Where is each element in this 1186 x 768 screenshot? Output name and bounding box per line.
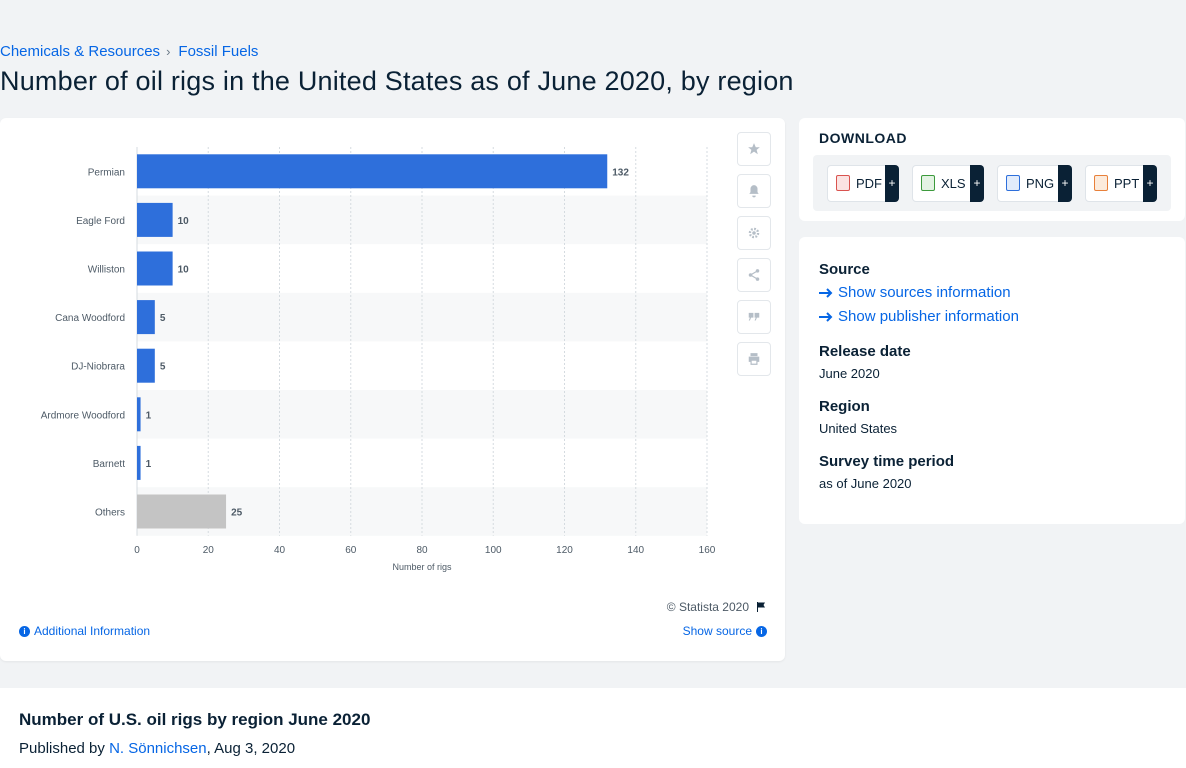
data-label: 5 (160, 362, 166, 373)
bar-chart: 0 20 40 60 80 100 120 140 160 Permian 132 Eagle For… (41, 147, 716, 572)
bell-icon[interactable] (737, 174, 771, 208)
download-title: DOWNLOAD (819, 130, 907, 146)
published-by-label: Published by (19, 740, 110, 757)
xls-file-icon (921, 175, 935, 191)
x-tick-label: 20 (203, 545, 215, 556)
plus-icon: + (970, 164, 984, 202)
category-label: Ardmore Woodford (41, 410, 125, 421)
published-by: Published by N. Sönnichsen, Aug 3, 2020 (19, 740, 295, 757)
statistic-summary: Number of U.S. oil rigs by region June 2… (0, 688, 1186, 768)
page-title: Number of oil rigs in the United States … (0, 66, 794, 96)
category-label: Others (95, 508, 125, 519)
data-label: 10 (178, 216, 190, 227)
copyright-notice: © Statista 2020 (667, 600, 767, 614)
download-png-button[interactable]: PNG + (997, 164, 1072, 202)
survey-period-value: as of June 2020 (819, 476, 912, 491)
pdf-file-icon (836, 175, 850, 191)
release-date-value: June 2020 (819, 366, 880, 381)
show-source-label: Show source (682, 624, 752, 638)
plus-icon: + (1058, 164, 1072, 202)
data-label: 25 (231, 508, 243, 519)
flag-icon[interactable] (755, 601, 767, 613)
x-tick-label: 120 (556, 545, 573, 556)
category-label: DJ-Niobrara (71, 362, 125, 373)
show-publisher-link[interactable]: Show publisher information (819, 308, 1019, 325)
category-label: Permian (88, 167, 125, 178)
breadcrumb: Chemicals & Resources › Fossil Fuels (0, 43, 258, 60)
info-icon: i (19, 625, 30, 637)
data-label: 1 (146, 410, 152, 421)
release-date-heading: Release date (819, 343, 911, 360)
x-tick-label: 140 (627, 545, 644, 556)
region-value: United States (819, 421, 898, 436)
data-label: 10 (178, 265, 190, 276)
additional-information-label: Additional Information (34, 624, 151, 638)
arrow-right-icon (819, 287, 833, 298)
chart-card: 0 20 40 60 80 100 120 140 160 Permian 132 Eagle For… (0, 118, 785, 661)
show-sources-link[interactable]: Show sources information (819, 284, 1011, 301)
download-ppt-label: PPT (1114, 175, 1140, 191)
plus-icon: + (885, 164, 899, 202)
row-band (137, 390, 707, 439)
arrow-right-icon (819, 311, 833, 322)
png-file-icon (1006, 175, 1020, 191)
star-icon[interactable] (737, 132, 771, 166)
download-card: DOWNLOAD PDF + XLS + PNG + PPT + (799, 118, 1185, 221)
plus-icon: + (1143, 164, 1157, 202)
x-tick-label: 160 (699, 545, 716, 556)
info-icon: i (756, 625, 767, 637)
bar (137, 445, 141, 480)
quote-icon[interactable] (737, 300, 771, 334)
share-icon[interactable] (737, 258, 771, 292)
download-pdf-button[interactable]: PDF + (827, 164, 899, 202)
show-publisher-label: Show publisher information (838, 308, 1019, 325)
gear-icon[interactable] (737, 216, 771, 250)
data-label: 132 (612, 167, 629, 178)
x-tick-label: 0 (134, 545, 140, 556)
category-label: Barnett (93, 459, 125, 470)
additional-information-link[interactable]: i Additional Information (19, 624, 150, 638)
x-axis-title: Number of rigs (392, 562, 452, 572)
x-tick-label: 60 (345, 545, 357, 556)
region-heading: Region (819, 398, 870, 415)
bar (137, 397, 141, 432)
publish-date: , Aug 3, 2020 (206, 740, 296, 757)
print-icon[interactable] (737, 342, 771, 376)
data-label: 5 (160, 313, 166, 324)
data-label: 1 (146, 459, 152, 470)
x-tick-label: 40 (274, 545, 286, 556)
download-xls-label: XLS (941, 175, 966, 191)
chart-toolbar (737, 132, 773, 384)
bar (137, 494, 227, 529)
author-link[interactable]: N. Sönnichsen (109, 740, 207, 757)
source-heading: Source (819, 261, 870, 278)
show-source-link[interactable]: Show source i (683, 624, 767, 638)
bar (137, 251, 173, 286)
survey-period-heading: Survey time period (819, 453, 955, 470)
download-ppt-button[interactable]: PPT + (1085, 164, 1157, 202)
download-pdf-label: PDF (856, 175, 882, 191)
bar (137, 300, 155, 335)
download-xls-button[interactable]: XLS + (912, 164, 984, 202)
bar (137, 348, 155, 383)
ppt-file-icon (1094, 175, 1108, 191)
category-label: Eagle Ford (76, 216, 125, 227)
breadcrumb-item-fossil-fuels[interactable]: Fossil Fuels (178, 43, 259, 60)
show-sources-label: Show sources information (838, 284, 1011, 301)
download-buttons: PDF + XLS + PNG + PPT + (813, 155, 1171, 211)
category-label: Cana Woodford (55, 313, 125, 324)
copyright-text: © Statista 2020 (666, 600, 749, 614)
statistic-info-card: Source Show sources information Show pub… (799, 237, 1185, 524)
page-header-area (0, 0, 1186, 108)
statistic-title: Number of U.S. oil rigs by region June 2… (19, 710, 371, 729)
category-label: Williston (88, 265, 125, 276)
breadcrumb-separator: › (166, 44, 171, 59)
bar (137, 154, 608, 189)
bar (137, 202, 173, 237)
breadcrumb-item-chemicals[interactable]: Chemicals & Resources (0, 43, 161, 60)
x-tick-label: 80 (416, 545, 428, 556)
download-png-label: PNG (1026, 175, 1055, 191)
x-tick-label: 100 (485, 545, 502, 556)
